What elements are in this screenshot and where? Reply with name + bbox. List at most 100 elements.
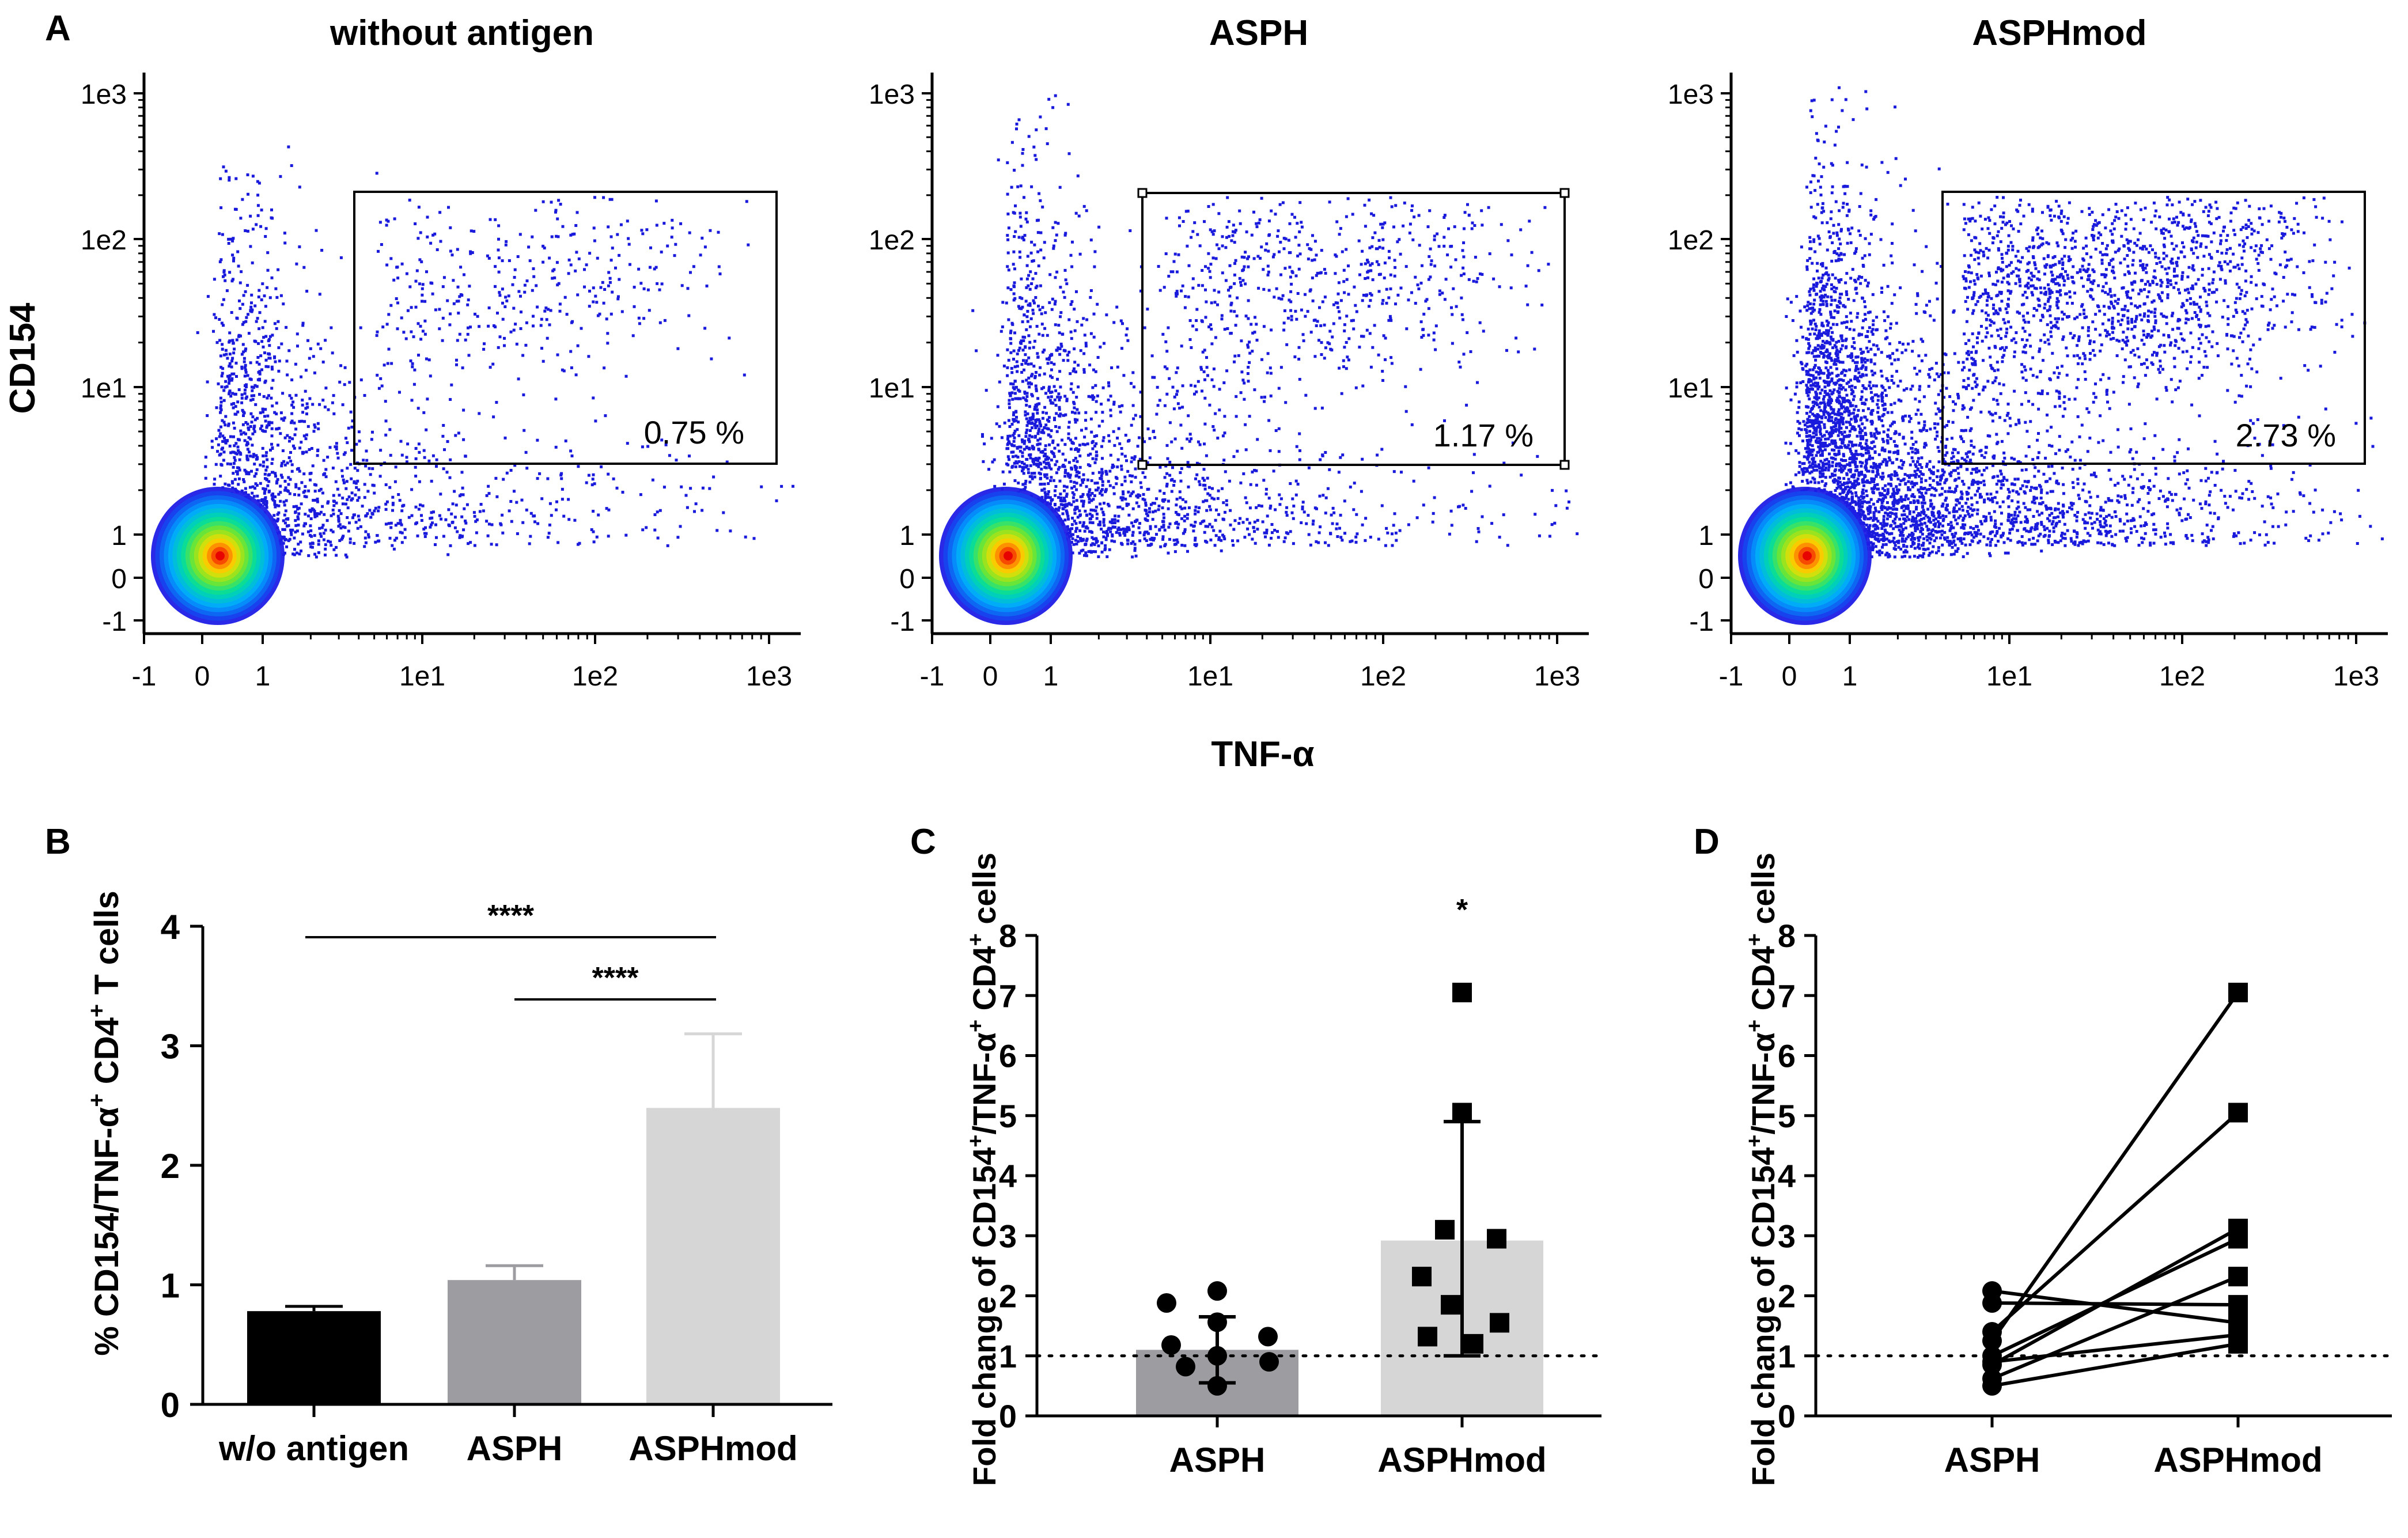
- flow-plot-asph: ASPH -1 0 1 1e1 1e2 1e3 -1 0 1 1e1 1e2 1e3 1.17 %: [869, 13, 1589, 692]
- y-axis-label: Fold change of CD154+/TNF-α+ CD4+ cells: [1743, 853, 1781, 1486]
- y-tick-label: 1e3: [869, 79, 915, 110]
- panel-label-d: D: [1694, 822, 1720, 862]
- flow-dots: [939, 94, 1579, 625]
- y-axis-label: Fold change of CD154+/TNF-α+ CD4+ cells: [964, 853, 1002, 1486]
- y-tick-label: 1e1: [869, 373, 915, 404]
- data-point-asph: [1982, 1281, 2002, 1301]
- gate-handle: [1137, 460, 1148, 470]
- paired-line: [1991, 1275, 2239, 1381]
- density-core: [215, 551, 225, 560]
- y-tick-label: 1e3: [1668, 79, 1714, 110]
- y-tick-label: 1e2: [869, 225, 915, 256]
- data-point: [1207, 1376, 1227, 1396]
- x-tick-label: ASPH: [1169, 1441, 1266, 1479]
- axes: 0 1 2 3 4 5 6 7 8 ASPH ASPHmod: [999, 918, 1601, 1479]
- significance-label: ****: [592, 961, 639, 995]
- data-point: [1435, 1219, 1455, 1240]
- y-axis-label-cd154: CD154: [3, 302, 43, 414]
- axis-ticks: -1 0 1 1e1 1e2 1e3 -1 0 1 1e1 1e2 1e3: [869, 79, 1580, 692]
- y-tick-label: -1: [102, 607, 127, 637]
- bar-series: [247, 1032, 780, 1404]
- data-point: [1452, 1103, 1472, 1123]
- flow-plot-title: ASPH: [1209, 13, 1308, 53]
- flow-plot-without-antigen: without antigen -1 0 1 1e1 1e2 1e3 -1 0 1 1e1 1e2 1…: [81, 13, 801, 692]
- paired-line: [1991, 1301, 2239, 1307]
- x-tick-label: 1e2: [572, 661, 618, 692]
- x-tick-label: 1e2: [2159, 661, 2205, 692]
- flow-dots: [1738, 86, 2384, 625]
- y-tick-label: 0: [161, 1386, 180, 1425]
- y-tick-label: 7: [1778, 978, 1796, 1014]
- y-tick-label: 7: [999, 978, 1017, 1014]
- x-tick-label: ASPH: [467, 1429, 563, 1468]
- axes: 0 1 2 3 4 5 6 7 8 ASPH ASPHmod: [1778, 918, 2392, 1479]
- y-tick-label: 0: [1778, 1398, 1796, 1434]
- x-tick-label: 1: [255, 661, 271, 692]
- x-tick-label: 1e1: [1986, 661, 2032, 692]
- flow-plot-title: without antigen: [330, 13, 594, 53]
- x-axis-label-tnf: TNF-α: [1211, 734, 1314, 774]
- y-tick-label: 2: [1778, 1278, 1796, 1315]
- data-point-asph: [1982, 1322, 2002, 1342]
- y-axis-label: % CD154/TNF-α+ CD4+ T cells: [84, 891, 126, 1356]
- gate-handle: [1559, 188, 1570, 198]
- x-tick-label: ASPHmod: [1377, 1441, 1546, 1479]
- data-point: [1418, 1327, 1437, 1347]
- y-tick-label: 1e1: [1668, 373, 1714, 404]
- panel-label-b: B: [45, 822, 71, 862]
- y-tick-label: 2: [161, 1147, 180, 1185]
- y-tick-label: -1: [1689, 607, 1714, 637]
- y-tick-label: 4: [161, 908, 180, 946]
- data-point: [1464, 1334, 1483, 1354]
- x-tick-label: -1: [920, 661, 945, 692]
- x-tick-label: w/o antigen: [218, 1429, 409, 1468]
- significance-label: ****: [487, 899, 535, 933]
- x-tick-label: ASPHmod: [2153, 1441, 2322, 1479]
- x-tick-label: ASPH: [1944, 1441, 2040, 1479]
- gate-box: [1941, 191, 2366, 465]
- y-tick-label: 6: [999, 1038, 1017, 1074]
- data-point: [1207, 1312, 1227, 1332]
- gate-box: [353, 191, 778, 465]
- gate-handle: [1559, 460, 1570, 470]
- x-tick-label: 0: [195, 661, 210, 692]
- density-core: [1004, 551, 1013, 560]
- flow-dots-sparse: [195, 145, 794, 559]
- data-point: [1487, 1229, 1506, 1249]
- gate-percent: 0.75 %: [644, 414, 744, 450]
- paired-line: [1990, 991, 2240, 1342]
- data-point-asphmod: [2228, 1103, 2248, 1123]
- y-tick-label: 4: [1778, 1158, 1796, 1194]
- bar-series: *: [1035, 893, 1603, 1416]
- x-tick-label: 1: [1842, 661, 1858, 692]
- data-point: [1490, 1313, 1509, 1333]
- paired-line: [1991, 1333, 2239, 1364]
- y-tick-label: 8: [999, 918, 1017, 954]
- data-point: [1259, 1352, 1279, 1372]
- gate-percent: 1.17 %: [1433, 417, 1534, 453]
- y-tick-label: 5: [1778, 1098, 1796, 1134]
- data-point-asph: [1982, 1376, 2002, 1396]
- y-tick-label: 6: [1778, 1038, 1796, 1074]
- y-tick-label: 1e2: [1668, 225, 1714, 256]
- axes: w/o antigen ASPH ASPHmod 0 1 2 3 4: [161, 908, 832, 1468]
- data-point: [1441, 1295, 1460, 1315]
- x-tick-label: ASPHmod: [628, 1429, 797, 1468]
- data-point: [1452, 983, 1472, 1003]
- significance-label: *: [1456, 893, 1468, 927]
- x-tick-label: -1: [132, 661, 157, 692]
- flow-dots-sparse: [971, 94, 1579, 559]
- bar: [646, 1108, 780, 1404]
- bar: [247, 1311, 381, 1404]
- gate-box: [1141, 192, 1566, 466]
- flow-plot-asphmod: ASPHmod -1 0 1 1e1 1e2 1e3 -1 0 1 1e1 1e2 1e3 2.73 …: [1668, 13, 2388, 692]
- axis-ticks: -1 0 1 1e1 1e2 1e3 -1 0 1 1e1 1e2 1e3: [1668, 79, 2379, 692]
- y-tick-label: 1: [899, 521, 915, 551]
- y-tick-label: 1e1: [81, 373, 127, 404]
- y-tick-label: 1: [1778, 1338, 1796, 1374]
- data-point-asphmod: [2228, 1267, 2248, 1287]
- panel-a: A without antigen -1 0 1 1e1 1e2 1e3 -1 0 1 1e1 1e…: [3, 9, 2388, 774]
- data-point: [1161, 1335, 1181, 1355]
- data-point: [1207, 1281, 1227, 1301]
- y-tick-label: 1e3: [81, 79, 127, 110]
